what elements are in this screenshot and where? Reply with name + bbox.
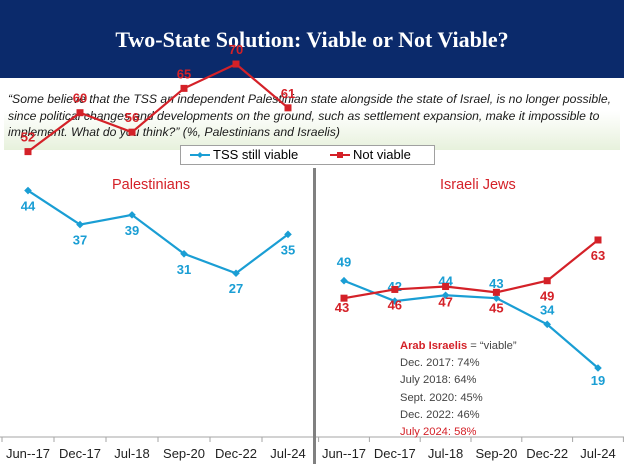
data-label: 46 [388, 297, 402, 312]
not-viable-point [442, 283, 450, 291]
note-heading-rest: = “viable” [467, 340, 517, 352]
viable-point [76, 220, 84, 229]
x-tick-label: Jul-24 [580, 446, 615, 461]
legend-marker-viable [190, 152, 210, 158]
data-label: 27 [229, 281, 243, 296]
viable-point [232, 269, 240, 278]
data-label: 49 [337, 255, 351, 270]
data-label: 31 [177, 262, 191, 277]
viable-point [180, 249, 188, 258]
panel-divider [313, 168, 316, 464]
not-viable-point [180, 84, 188, 92]
not-viable-point [24, 148, 32, 156]
viable-series-line [27, 189, 289, 275]
not-viable-point [232, 60, 240, 68]
data-label: 60 [73, 91, 87, 106]
data-label: 56 [125, 110, 139, 125]
data-label: 39 [125, 223, 139, 238]
data-label: 44 [21, 199, 36, 214]
viable-point [24, 186, 32, 195]
note-heading-bold: Arab Israelis [400, 340, 468, 352]
note-line-3: Sept. 2020: 45% [400, 391, 483, 404]
title-banner: Two-State Solution: Viable or Not Viable… [0, 0, 624, 78]
data-label: 65 [177, 66, 191, 81]
viable-point [492, 294, 501, 302]
data-label: 70 [229, 42, 243, 57]
data-label: 34 [540, 302, 555, 317]
data-label: 45 [489, 300, 503, 315]
x-tick-label: Jul-24 [270, 446, 305, 461]
not-viable-point [340, 294, 348, 302]
not-viable-series-line [343, 239, 599, 300]
legend-label-not-viable: Not viable [353, 147, 411, 162]
not-viable-series-line [27, 62, 289, 153]
not-viable-point [284, 104, 292, 112]
data-label: 61 [281, 86, 295, 101]
data-label: 63 [591, 248, 605, 263]
x-tick-label: Dec-17 [59, 446, 101, 461]
note-line-2: July 2018: 64% [400, 374, 477, 387]
note-line-1: Dec. 2017: 74% [400, 357, 480, 370]
note-line-5: July 2024: 58% [400, 426, 477, 439]
x-tick-label: Dec-17 [374, 446, 416, 461]
viable-point [441, 291, 450, 300]
viable-point [391, 297, 399, 305]
arab-israelis-note: Arab Israelis = “viable” Dec. 2017: 74% … [400, 338, 517, 441]
x-tick-label: Jul-18 [114, 446, 149, 461]
x-tick-label: Sep-20 [163, 446, 205, 461]
viable-point [340, 276, 348, 285]
not-viable-point [391, 285, 399, 293]
palestinians-panel-title: Palestinians [112, 177, 191, 193]
x-tick-label: Sep-20 [475, 446, 517, 461]
israeli-jews-panel-title: Israeli Jews [440, 177, 516, 193]
data-label: 47 [438, 295, 452, 310]
data-label: 35 [281, 242, 295, 257]
data-label: 43 [489, 276, 503, 291]
x-tick-label: Jul-18 [428, 446, 463, 461]
not-viable-point [594, 236, 602, 244]
chart-legend: TSS still viable Not viable [180, 145, 435, 165]
legend-marker-not-viable [330, 152, 350, 158]
x-tick-label: Dec-22 [526, 446, 568, 461]
data-label: 37 [73, 233, 87, 248]
note-heading: Arab Israelis = “viable” [400, 338, 517, 355]
not-viable-point [543, 277, 551, 285]
data-label: 52 [21, 130, 35, 145]
legend-item-not-viable: Not viable [329, 146, 429, 164]
not-viable-point [492, 288, 500, 296]
viable-series-line [343, 279, 599, 369]
x-tick-label: Jun--17 [6, 446, 50, 461]
legend-item-viable: TSS still viable [189, 146, 319, 164]
data-label: 19 [591, 373, 605, 388]
not-viable-point [128, 128, 136, 136]
viable-point [284, 230, 292, 239]
viable-point [543, 320, 551, 329]
viable-point [594, 364, 602, 372]
data-label: 49 [540, 289, 554, 304]
data-label: 43 [335, 300, 349, 315]
x-tick-label: Jun--17 [322, 446, 366, 461]
not-viable-point [76, 109, 84, 117]
page-title: Two-State Solution: Viable or Not Viable… [115, 27, 509, 52]
note-line-4: Dec. 2022: 46% [400, 408, 480, 421]
viable-point [128, 211, 136, 219]
legend-label-viable: TSS still viable [213, 147, 299, 162]
x-tick-label: Dec-22 [215, 446, 257, 461]
